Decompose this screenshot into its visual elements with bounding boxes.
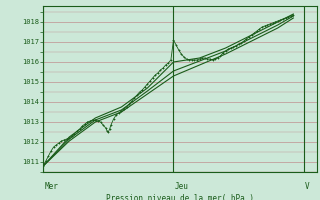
Text: Jeu: Jeu bbox=[175, 182, 189, 191]
Text: V: V bbox=[305, 182, 310, 191]
Text: Mer: Mer bbox=[44, 182, 58, 191]
Text: Pression niveau de la mer( hPa ): Pression niveau de la mer( hPa ) bbox=[106, 194, 254, 200]
